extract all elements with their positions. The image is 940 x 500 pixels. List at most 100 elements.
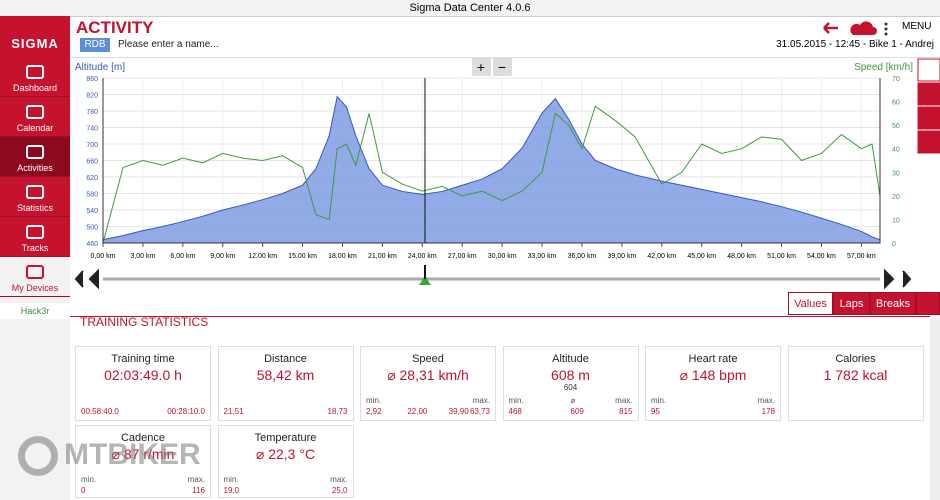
y2-tick-label: 70	[892, 76, 900, 83]
menu-button[interactable]: MENU	[902, 21, 932, 32]
page-title: ACTIVITY	[76, 18, 154, 37]
nav-left[interactable]	[74, 268, 99, 290]
zoom-label[interactable]: +	[477, 59, 485, 75]
tab[interactable]: Breaks	[870, 292, 916, 315]
watermark: MTBIKER	[18, 436, 201, 476]
nav-item[interactable]: Tracks	[0, 217, 70, 257]
x-tick-label: 51,00 km	[767, 253, 796, 260]
view-button[interactable]	[917, 58, 940, 82]
y-tick-label: 460	[86, 241, 98, 248]
detail-value: 95	[651, 407, 660, 416]
detail-label: ⌀	[570, 396, 576, 405]
card-title: Training time	[111, 353, 175, 365]
card-value: 58,42 km	[256, 367, 315, 383]
back-icon[interactable]	[823, 22, 838, 34]
detail-value: 00:28:10.0	[167, 407, 205, 416]
card-title: Calories	[835, 353, 876, 365]
stat-card: Cadence ⌀ 87 r/min min. 0 max. 116	[75, 425, 211, 498]
nav-icon	[26, 105, 44, 119]
detail-value: 22,00	[407, 407, 428, 416]
tag[interactable]: RDB	[80, 38, 110, 52]
detail-value: 21,51	[223, 407, 244, 416]
timeline-handle[interactable]	[418, 276, 431, 285]
tab[interactable]: Values	[788, 292, 833, 315]
nav-item[interactable]: Dashboard	[0, 57, 70, 97]
y2-tick-label: 0	[892, 241, 896, 248]
nav-item[interactable]: Statistics	[0, 177, 70, 217]
y-tick-label: 540	[86, 208, 98, 215]
x-tick-label: 15,00 km	[288, 253, 317, 260]
x-tick-label: 18,00 km	[328, 253, 357, 260]
nav-right[interactable]	[884, 268, 912, 290]
detail-value: 0	[81, 486, 86, 495]
y2-tick-label: 40	[892, 147, 900, 154]
y-tick-label: 700	[86, 142, 98, 149]
area	[102, 95, 881, 244]
card-value: ⌀ 148 bpm	[679, 367, 747, 383]
scrollbar[interactable]	[930, 318, 940, 500]
stat-card: Altitude 608 m 604 min. 468 ⌀ 609 max. 815	[502, 346, 639, 421]
nav-icon	[26, 225, 44, 239]
x-tick-label: 0,00 km	[91, 253, 116, 260]
stat-card: Training time 02:03:49.0 h 00:58:40.0 00:28…	[75, 346, 211, 421]
detail-label: min.	[81, 475, 97, 484]
name-input[interactable]: Please enter a name...	[118, 39, 219, 50]
x-tick-label: 27,00 km	[448, 253, 477, 260]
card-value: 02:03:49.0 h	[104, 367, 182, 383]
cloud-icon[interactable]	[850, 21, 877, 35]
nav-icon	[26, 145, 44, 159]
detail-label: min.	[508, 396, 524, 405]
detail-label: min.	[651, 396, 667, 405]
zoom-button[interactable]	[493, 58, 512, 76]
detail-value: 39,90	[448, 407, 469, 416]
y2-tick-label: 20	[892, 194, 900, 201]
card-subvalue: 604	[563, 383, 578, 392]
y2-axis-label: Speed [km/h]	[854, 62, 913, 73]
x-tick-label: 33,00 km	[528, 253, 557, 260]
detail-label: min.	[223, 475, 239, 484]
card-title: Distance	[264, 353, 307, 365]
y-tick-label: 620	[86, 175, 98, 182]
detail-label: max.	[330, 475, 348, 484]
zoom-button[interactable]	[472, 58, 491, 76]
view-button[interactable]	[917, 106, 940, 130]
list-icon[interactable]	[916, 292, 940, 315]
y-tick-label: 860	[86, 76, 98, 83]
nav-item[interactable]: Activities	[0, 137, 70, 177]
chart: 460 500 540 580 620 660 700 740 780 820 860 0 10 20 30…	[74, 58, 940, 290]
window-title: Sigma Data Center 4.0.6	[0, 0, 940, 17]
nav-icon	[26, 185, 44, 199]
x-tick-label: 12,00 km	[248, 253, 277, 260]
y2-tick-label: 50	[892, 123, 900, 130]
card-value: 608 m	[551, 367, 590, 383]
detail-value: 00:58:40.0	[81, 407, 119, 416]
nav-icon	[26, 265, 44, 279]
card-title: Altitude	[552, 353, 589, 365]
logo[interactable]: SIGMA	[0, 16, 70, 57]
stat-card: Heart rate ⌀ 148 bpm min. 95 max. 178	[645, 346, 781, 421]
view-button[interactable]	[917, 82, 940, 106]
x-tick-label: 3,00 km	[130, 253, 155, 260]
divider	[70, 316, 930, 317]
detail-value: 19,0	[223, 486, 240, 495]
y-tick-label: 580	[86, 192, 98, 199]
x-tick-label: 54,00 km	[807, 253, 836, 260]
activity-info: 31.05.2015 - 12:45 - Bike 1 - Andrej	[776, 39, 934, 50]
x-tick-label: 24,00 km	[408, 253, 437, 260]
x-tick-label: 6,00 km	[170, 253, 195, 260]
tab[interactable]: Laps	[833, 292, 870, 315]
nav-item[interactable]: My Devices	[0, 257, 70, 297]
x-tick-label: 9,00 km	[210, 253, 235, 260]
watermark-text: MTBIKER	[64, 437, 201, 471]
device-name[interactable]: Hack3r	[0, 303, 70, 319]
stat-card: Distance 58,42 km 21,51 18,73	[217, 346, 354, 421]
y2-tick-label: 30	[892, 170, 900, 177]
view-button[interactable]	[917, 130, 940, 154]
zoom-label[interactable]: −	[498, 59, 506, 75]
detail-value: 815	[619, 407, 633, 416]
y-tick-label: 500	[86, 225, 98, 232]
nav-item[interactable]: Calendar	[0, 97, 70, 137]
x-tick-label: 36,00 km	[568, 253, 597, 260]
section-title: TRAINING STATISTICS	[80, 315, 209, 329]
